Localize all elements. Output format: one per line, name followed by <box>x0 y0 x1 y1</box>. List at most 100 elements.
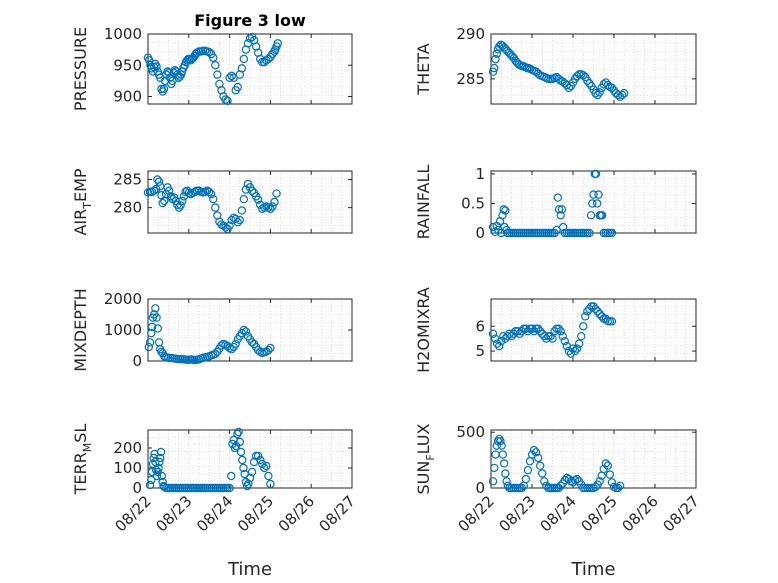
y-tick-label: 1000 <box>104 321 142 339</box>
data-point <box>550 327 559 336</box>
data-point <box>583 76 592 85</box>
data-point <box>227 71 236 81</box>
data-point <box>235 215 244 225</box>
data-point <box>207 189 216 199</box>
data-point <box>239 54 249 64</box>
data-point <box>241 327 251 336</box>
data-point <box>589 302 598 311</box>
data-point <box>560 336 570 346</box>
data-point <box>258 459 267 469</box>
data-point <box>157 471 167 481</box>
data-point <box>147 322 157 332</box>
x-tick-label: 08/24 <box>537 492 580 535</box>
data-point <box>568 344 578 353</box>
data-point <box>501 469 510 478</box>
data-point <box>233 218 242 227</box>
data-point <box>527 324 537 333</box>
data-point <box>176 201 185 210</box>
data-point <box>174 203 184 212</box>
y-tick-label: 0 <box>475 479 485 497</box>
data-point <box>521 474 531 484</box>
data-point <box>509 329 518 338</box>
data-point <box>572 344 582 353</box>
data-point <box>145 338 155 347</box>
data-point <box>499 205 508 214</box>
data-point <box>603 461 613 470</box>
y-axis-label: MIXDEPTH <box>71 288 90 371</box>
data-point <box>615 481 625 490</box>
data-point <box>574 339 584 348</box>
axes-box <box>490 298 697 362</box>
data-point <box>241 185 251 194</box>
y-tick-label: 950 <box>113 56 142 74</box>
x-tick-label: 08/25 <box>578 492 621 535</box>
x-tick-label: 08/23 <box>152 492 195 535</box>
data-point <box>159 84 169 94</box>
data-point <box>239 194 249 204</box>
x-tick-label: 08/27 <box>660 492 703 535</box>
data-point <box>245 34 255 43</box>
x-tick-label: 08/23 <box>496 492 539 535</box>
data-point <box>554 324 563 333</box>
data-point <box>579 322 588 331</box>
series-h2o-mixing-ratio <box>488 302 617 358</box>
data-point <box>572 71 582 81</box>
data-point <box>266 479 275 489</box>
y-tick-label: 0 <box>475 224 485 242</box>
data-point <box>488 67 498 76</box>
data-point <box>221 95 230 104</box>
data-point <box>591 169 601 179</box>
data-point <box>588 199 597 208</box>
data-point <box>225 343 234 353</box>
data-point <box>553 193 563 202</box>
data-point <box>556 211 565 220</box>
data-point <box>488 477 498 486</box>
data-point <box>536 461 545 470</box>
data-point <box>225 221 234 230</box>
data-point <box>204 187 214 197</box>
data-point <box>145 56 154 65</box>
data-point <box>221 223 230 232</box>
y-tick-label: 0 <box>132 479 142 497</box>
data-point <box>149 453 158 463</box>
data-point <box>488 329 498 338</box>
data-point <box>548 334 557 343</box>
data-point <box>175 72 185 81</box>
data-point <box>266 204 275 213</box>
data-point <box>247 338 257 347</box>
data-point <box>538 469 547 478</box>
data-point <box>247 186 257 195</box>
data-point <box>153 175 162 184</box>
y-tick-label: 900 <box>113 88 142 106</box>
data-point <box>618 90 627 100</box>
data-point <box>607 228 617 238</box>
data-point <box>620 89 629 98</box>
y-axis-label: AIRTEMP <box>71 168 94 235</box>
data-point <box>156 447 166 457</box>
y-tick-label: 200 <box>113 439 142 457</box>
data-point <box>157 347 166 356</box>
x-tick-label: 08/27 <box>316 492 359 535</box>
axes-box <box>147 170 353 234</box>
data-point <box>601 459 611 468</box>
data-point <box>566 349 576 358</box>
data-point <box>227 345 236 354</box>
data-point <box>492 339 502 348</box>
data-point <box>273 39 282 48</box>
data-point <box>593 307 602 316</box>
data-point <box>540 477 549 486</box>
data-point <box>531 448 541 457</box>
data-point <box>230 443 240 453</box>
chart-title: Figure 3 low <box>194 11 306 30</box>
data-point <box>223 96 232 106</box>
data-point <box>266 343 275 353</box>
x-tick-label: 08/22 <box>455 492 498 535</box>
series-pressure <box>143 32 282 106</box>
data-point <box>225 483 234 493</box>
data-point <box>237 206 247 215</box>
y-tick-label: 0 <box>132 352 142 370</box>
series-sun-flux <box>488 434 625 493</box>
data-point <box>515 329 524 338</box>
